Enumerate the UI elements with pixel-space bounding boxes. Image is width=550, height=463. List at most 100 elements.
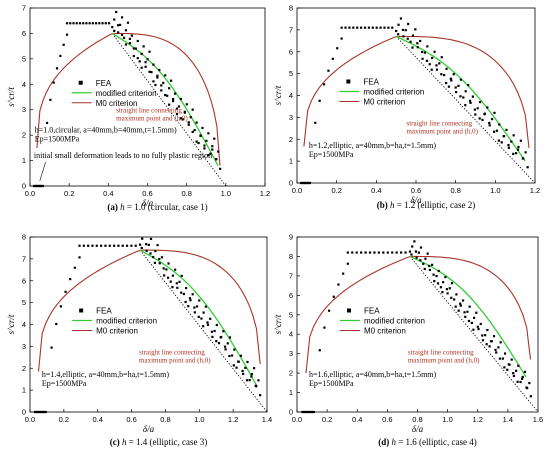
fea-point: [140, 246, 143, 250]
fea-point: [517, 145, 520, 149]
fea-point: [352, 26, 355, 29]
fea-point: [142, 45, 145, 48]
x-tick-label: 0.4: [371, 186, 381, 195]
fea-point: [199, 134, 202, 137]
fea-point: [507, 146, 510, 149]
fea-point: [395, 251, 398, 254]
fea-point: [228, 336, 232, 339]
fea-point: [436, 282, 440, 285]
fea-point: [490, 118, 494, 121]
fea-point: [115, 10, 118, 14]
fea-point: [69, 22, 72, 25]
fea-point: [91, 244, 94, 247]
caption-h: h: [389, 437, 398, 447]
y-tick-label: 4: [22, 320, 26, 329]
annotation-line: h=1.6,elliptic, a=40mm,b=ha,t=1.5mm): [309, 370, 436, 379]
fea-point: [440, 56, 443, 59]
fea-point: [124, 43, 128, 46]
fea-point: [432, 273, 435, 276]
fea-point: [82, 22, 85, 25]
legend-label-modified: modified criterion: [96, 89, 157, 98]
fea-point: [195, 305, 199, 308]
fea-point: [182, 292, 185, 296]
fea-point: [64, 290, 67, 293]
fea-point: [113, 29, 116, 32]
fea-point: [145, 243, 148, 246]
fea-point: [368, 251, 372, 254]
fea-point: [519, 380, 522, 384]
fea-point: [231, 354, 234, 357]
fea-point: [179, 97, 183, 101]
fea-point: [408, 250, 412, 253]
fea-point: [193, 311, 196, 314]
fea-point: [486, 106, 489, 109]
fea-point: [152, 63, 155, 66]
legend-label-fea: FEA: [96, 79, 112, 88]
fea-point: [457, 84, 460, 87]
annotation-line: Ep=1500MPa: [35, 135, 80, 144]
fea-point: [516, 380, 519, 383]
fea-point: [124, 29, 128, 32]
fea-point: [431, 56, 434, 60]
fea-point: [220, 336, 223, 339]
fea-point: [303, 410, 307, 414]
fea-point: [516, 148, 520, 151]
fea-point: [450, 282, 454, 285]
fea-point: [497, 139, 500, 142]
fea-point: [210, 330, 214, 333]
fea-point: [528, 381, 531, 385]
fea-point: [156, 76, 159, 79]
annotation-line: h=1.2,elliptic, a=40mm,b=ha,t=1.5mm): [309, 141, 436, 150]
y-tick-label: 6: [22, 29, 26, 38]
legend-marker-fea: [78, 80, 83, 85]
fea-point: [501, 357, 504, 360]
fea-point: [464, 104, 467, 107]
fea-point: [356, 26, 359, 29]
fea-point: [94, 22, 98, 25]
fea-point: [146, 58, 149, 61]
fea-point: [112, 244, 116, 247]
fea-point: [450, 296, 453, 299]
fea-point: [197, 141, 200, 145]
fea-point: [78, 244, 81, 247]
fea-point: [472, 328, 475, 331]
fea-point: [435, 64, 438, 67]
legend-marker-fea: [347, 308, 352, 313]
x-tick-label: 1.0: [442, 415, 452, 424]
fea-point: [428, 63, 431, 66]
fea-point: [59, 54, 62, 58]
annotation-red-line: maximum point and (h,0): [406, 127, 478, 135]
fea-point: [75, 22, 78, 25]
fea-point: [512, 152, 515, 155]
fea-point: [417, 251, 420, 254]
fea-point: [37, 410, 40, 414]
fea-point: [529, 395, 532, 398]
fea-point: [344, 26, 347, 29]
fea-point: [486, 328, 489, 332]
fea-point: [72, 22, 75, 25]
fea-point: [130, 34, 133, 37]
fea-point: [430, 68, 433, 71]
fea-point: [91, 22, 94, 25]
legend-label-fea: FEA: [363, 78, 379, 87]
fea-point: [122, 36, 126, 39]
fea-point: [397, 33, 400, 36]
fea-point: [193, 129, 196, 132]
fea-point: [43, 410, 46, 414]
caption-text: = 1.4 (elliptic, case 3): [129, 437, 208, 447]
x-axis-label: δ/a: [412, 424, 424, 434]
fea-point: [203, 147, 206, 150]
fea-point: [217, 150, 220, 153]
fea-point: [446, 292, 449, 295]
fea-point: [382, 251, 385, 254]
fea-point: [117, 24, 120, 27]
fea-point: [455, 293, 458, 296]
fea-point: [433, 50, 436, 53]
fea-point: [226, 342, 229, 345]
fea-point: [469, 101, 472, 104]
fea-point: [120, 16, 124, 19]
fea-point: [447, 85, 451, 88]
y-tick-label: 6: [289, 47, 293, 56]
fea-point: [38, 410, 41, 414]
fea-point: [452, 73, 455, 76]
